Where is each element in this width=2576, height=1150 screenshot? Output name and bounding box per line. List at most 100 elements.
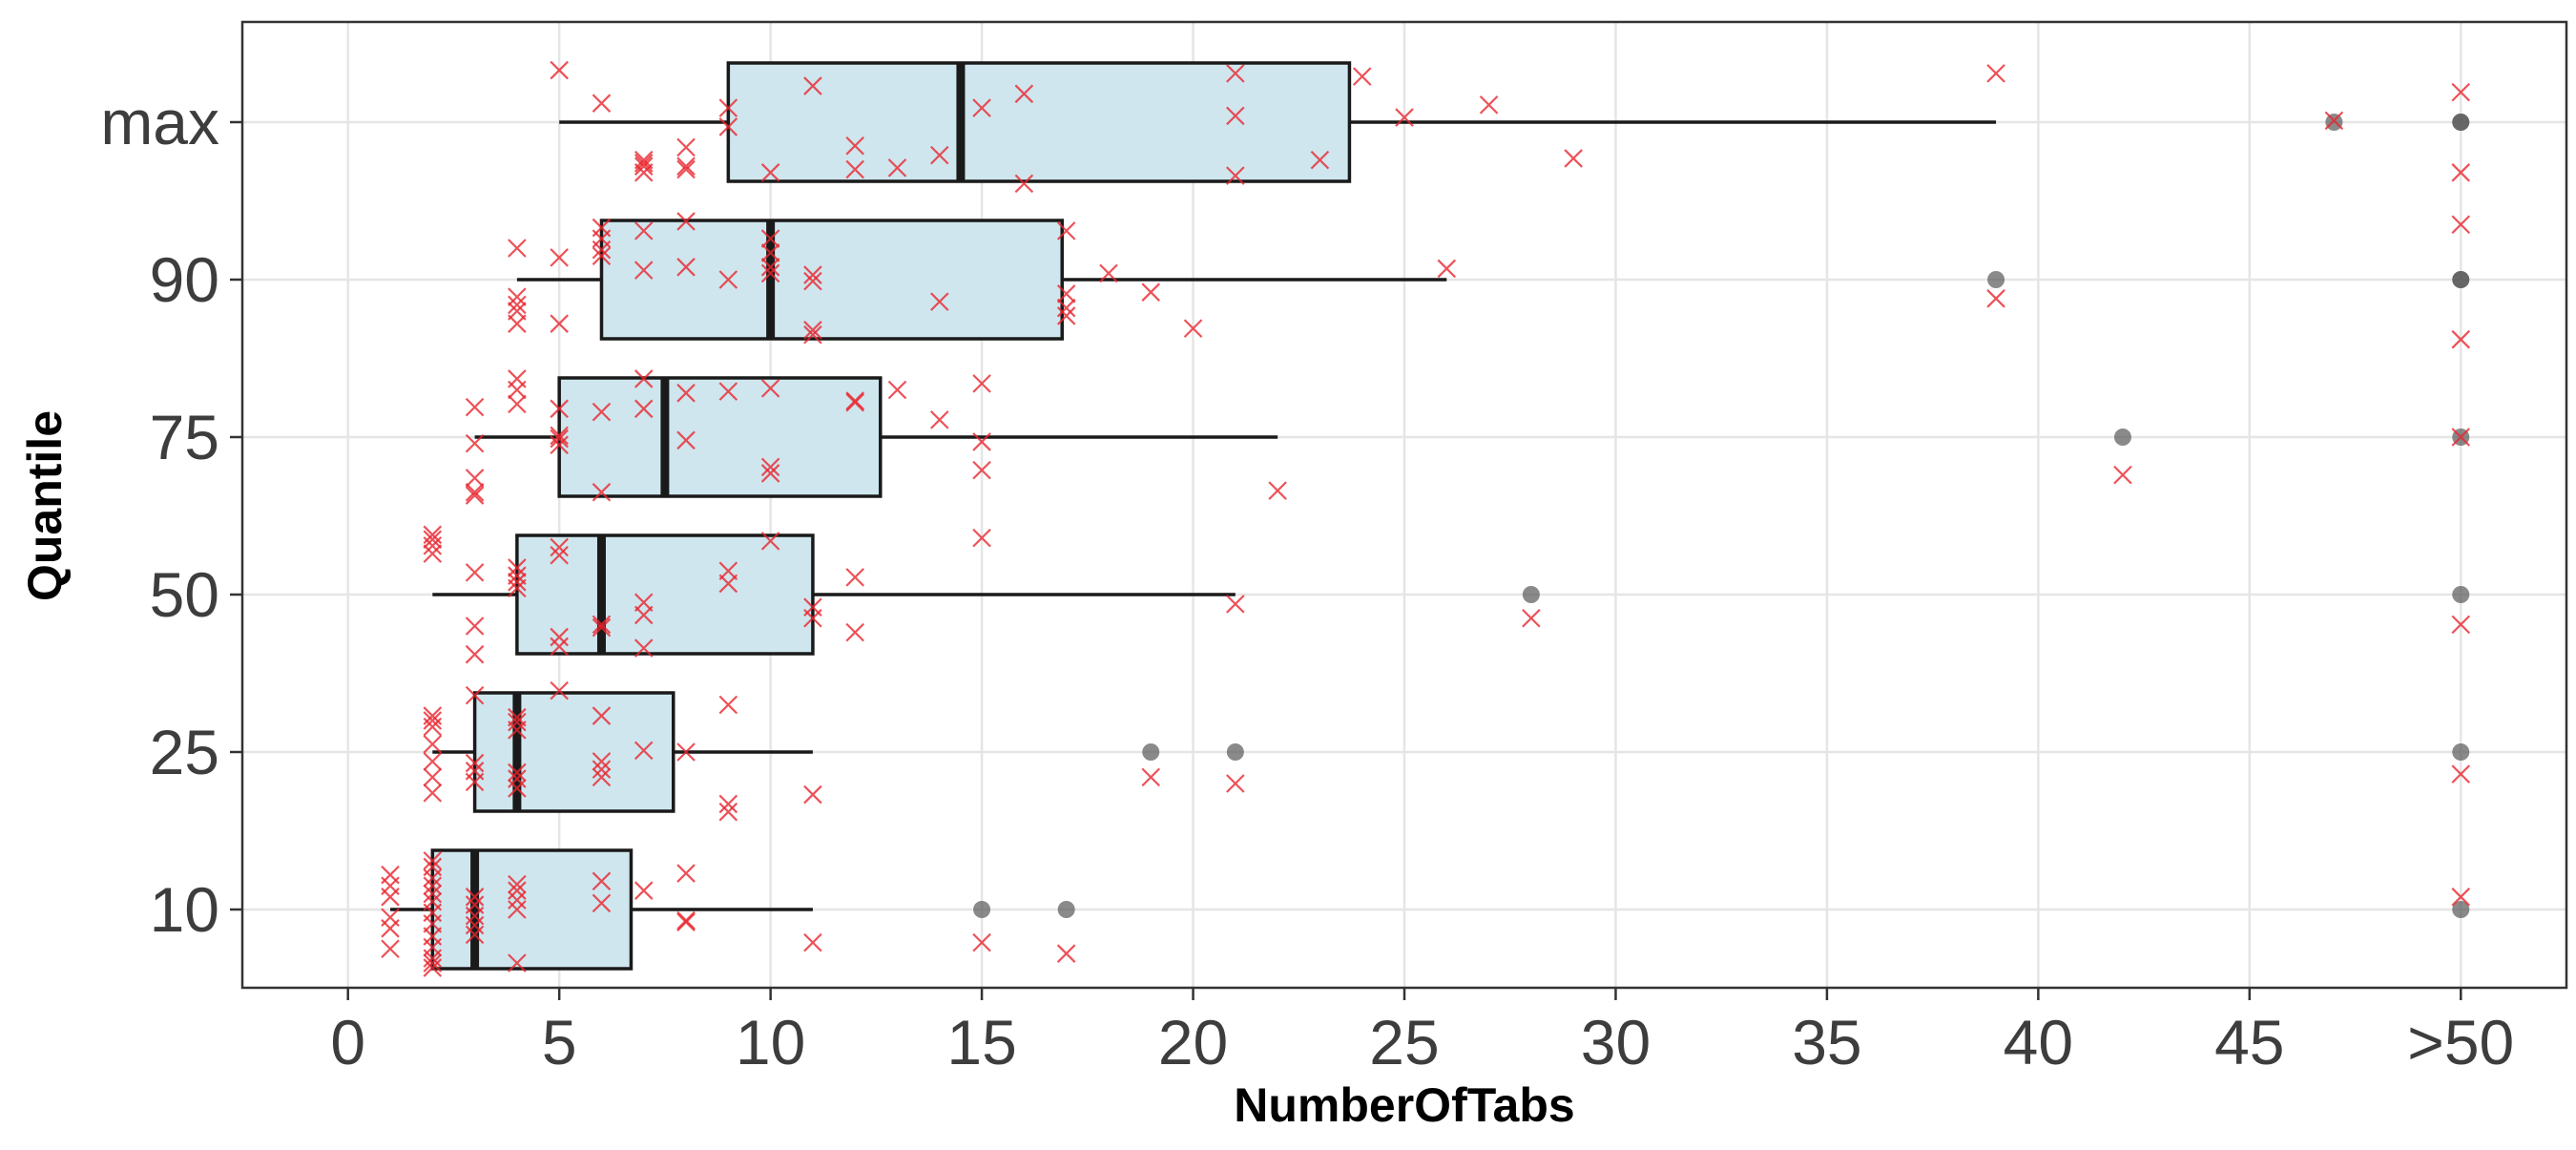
x-tick-label: 20 (1158, 1007, 1228, 1077)
jitter-point (592, 615, 612, 635)
outlier-point (1057, 901, 1075, 918)
outlier-point (1226, 743, 1244, 761)
jitter-point (550, 248, 569, 267)
jitter-point (845, 159, 864, 179)
jitter-point (592, 760, 612, 779)
jitter-point (423, 949, 443, 968)
x-tick-label: 30 (1581, 1007, 1651, 1077)
jitter-point (465, 433, 485, 453)
x-tick-label: 0 (330, 1007, 365, 1077)
jitter-point (1014, 84, 1034, 104)
outlier-point (2113, 429, 2131, 446)
y-tick-label: max (100, 87, 219, 157)
jitter-point (803, 324, 822, 345)
jitter-point (2451, 615, 2471, 635)
x-axis-title: NumberOfTabs (1234, 1078, 1574, 1132)
jitter-point (845, 392, 864, 412)
jitter-point (423, 868, 443, 888)
jitter-point (592, 94, 612, 113)
jitter-point (930, 410, 949, 429)
jitter-point (887, 380, 907, 400)
jitter-point (465, 563, 485, 582)
jitter-point (508, 721, 527, 740)
boxes (390, 61, 2470, 971)
jitter-point (508, 712, 527, 732)
jitter-point (592, 752, 612, 771)
y-tick-label: 75 (150, 402, 219, 472)
x-tick-label: 45 (2214, 1007, 2284, 1077)
jitter-point (1564, 149, 1583, 168)
jitter-point (1226, 595, 1245, 614)
jitter-point (718, 802, 738, 822)
jitter-point (1141, 282, 1161, 302)
x-tick-label: 40 (2004, 1007, 2073, 1077)
jitter-point (2451, 329, 2471, 349)
outlier-point (2452, 271, 2470, 288)
jitter-point (2451, 215, 2471, 235)
jitter-point (803, 932, 822, 952)
jitter-point (1986, 64, 2005, 83)
jitter-point (592, 871, 612, 891)
jitter-point (550, 314, 569, 333)
outlier-point (1142, 743, 1160, 761)
jitter-point (423, 717, 443, 737)
y-tick-label: 90 (150, 244, 219, 315)
jitter-point (508, 573, 527, 592)
jitter-point (676, 910, 696, 930)
jitter-point (550, 637, 569, 657)
jitter-point (803, 608, 822, 628)
jitter-point (1056, 221, 1076, 240)
jitter-point (634, 163, 654, 182)
x-tick-label: 5 (542, 1007, 577, 1077)
jitter-point (465, 482, 485, 502)
jitter-point (1479, 95, 1499, 115)
jitter-point (634, 399, 654, 419)
jitter-point (676, 384, 696, 403)
jitter-point (550, 426, 569, 446)
jitter-point (381, 919, 400, 938)
jitter-point (508, 380, 527, 400)
jitter-point (1056, 306, 1076, 325)
jitter-point (634, 369, 654, 388)
jitter-point (592, 240, 612, 260)
jitter-point (760, 464, 780, 483)
y-tick-label: 10 (150, 874, 219, 945)
jitter-point (676, 742, 696, 762)
jitter-point (760, 243, 780, 262)
jitter-point (465, 617, 485, 636)
jitter-point (465, 685, 485, 705)
jitter-point (2451, 163, 2471, 182)
jitter-point (972, 528, 991, 548)
jitter-point (508, 779, 527, 798)
jitter-point (676, 430, 696, 450)
jitter-point (1056, 944, 1076, 963)
jitter-point (508, 295, 527, 315)
jitter-point (508, 558, 527, 577)
jitter-point (760, 229, 780, 248)
jitter-point (508, 900, 527, 919)
jitter-point (465, 644, 485, 664)
jitter-point (1014, 174, 1034, 194)
jitter-point (465, 753, 485, 773)
jitter-point (1226, 166, 1245, 185)
jitter-point (1141, 767, 1161, 787)
jitter-point (550, 627, 569, 647)
jitter-point (634, 221, 654, 240)
jitter-point (718, 382, 738, 401)
jitter-point (1310, 150, 1330, 170)
jitter-point (1986, 289, 2005, 308)
jitter-point (508, 881, 527, 900)
jitter-point (381, 939, 400, 959)
jitter-point (634, 741, 654, 761)
jitter-point (972, 932, 991, 952)
jitter-point (676, 258, 696, 277)
jitter-point (465, 925, 485, 945)
jitter-point (718, 98, 738, 117)
jitter-point (465, 888, 485, 907)
jitter-point (423, 876, 443, 896)
box-75 (474, 376, 1278, 498)
jitter-point (1522, 608, 1541, 628)
jitter-point (508, 394, 527, 414)
jitter-points (381, 60, 2471, 977)
